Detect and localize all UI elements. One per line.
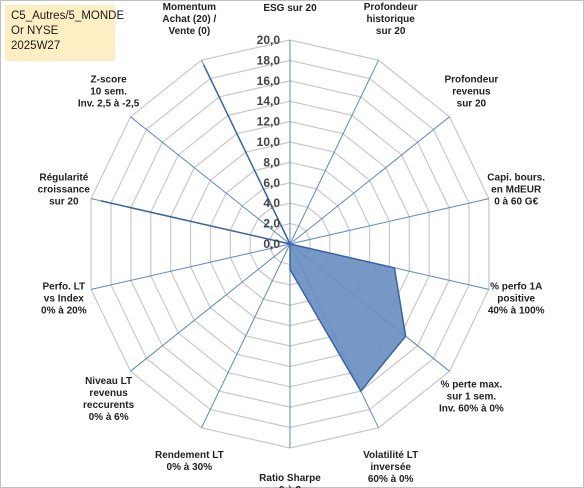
axis-label-2-line-1: revenus [452,86,491,97]
axis-label-11-line-1: croissance [38,185,91,196]
axis-label-3-line-2: 0 à 60 G€ [494,197,538,208]
axis-label-13-line-1: Achat (20) / [162,14,216,25]
spoke-2 [289,116,450,245]
tick-label-10: 20,0 [257,33,281,47]
axis-label-1: Profondeur historique sur 20 [364,2,418,37]
axis-label-0-line-0: Note [279,0,302,2]
axis-label-4-line-2: 40% à 100% [488,305,545,316]
axis-label-1-line-1: historique [366,14,415,25]
radar-series [100,64,407,393]
tick-label-2: 4,0 [263,196,280,210]
axis-label-4: % perfo 1A positive 40% à 100% [488,281,545,316]
axis-label-4-line-1: positive [497,293,535,304]
axis-label-11-line-0: Régularité [39,173,88,184]
axis-label-12: Z-score 10 sem. Inv. 2,5 à -2,5 [78,74,140,109]
axis-label-7-line-1: 0 à 2 [279,485,302,488]
axis-label-12-line-2: Inv. 2,5 à -2,5 [78,98,140,109]
axis-label-9-line-2: reccurents [83,400,135,411]
axis-label-12-line-1: 10 sem. [90,86,127,97]
chart-title-box: C5_Autres/5_MONDE Or NYSE 2025W27 [5,5,125,61]
axis-label-9-line-0: Niveau LT [85,376,132,387]
axis-label-9-line-1: revenus [89,388,128,399]
axis-label-10: Perfo. LT vs Index 0% à 20% [41,281,87,316]
tick-label-6: 12,0 [257,115,281,129]
axis-label-2-line-0: Profondeur [444,74,498,85]
axis-label-6-line-1: inversée [370,462,411,473]
axis-label-0: NoteESG sur 20 [263,0,317,14]
tick-label-7: 14,0 [257,94,281,108]
tick-label-1: 2,0 [263,217,280,231]
axis-label-10-line-2: 0% à 20% [41,305,87,316]
axis-label-0-line-1: ESG sur 20 [263,3,317,14]
axis-label-8: Rendement LT 0% à 30% [155,450,224,473]
axis-label-7-line-0: Ratio Sharpe [259,473,321,484]
axis-label-3: Capi. bours. en MdEUR 0 à 60 G€ [487,173,545,208]
axis-label-10-line-0: Perfo. LT [43,281,86,292]
tick-label-0: 0,0 [263,237,280,251]
axis-label-9: Niveau LT revenus reccurents 0% à 6% [83,376,135,423]
spoke-12 [130,116,291,245]
spoke-9 [130,243,291,372]
axis-label-12-line-0: Z-score [91,74,128,85]
axis-label-13: Momentum Achat (20) / Vente (0) [162,2,216,37]
spoke-1 [289,59,379,245]
axis-label-2-line-2: sur 20 [457,98,487,109]
series-area [100,64,407,393]
axis-label-8-line-0: Rendement LT [155,450,224,461]
axis-label-11: Régularité croissance sur 20 [38,173,91,208]
axis-label-10-line-1: vs Index [44,293,84,304]
axis-label-11-line-2: sur 20 [49,197,79,208]
axis-label-5: % perte max. sur 1 sem. Inv. 60% à 0% [439,380,504,415]
tick-label-8: 16,0 [257,74,281,88]
axis-label-3-line-1: en MdEUR [491,185,542,196]
radar-tick-labels: 0,0 2,0 4,0 6,0 8,0 10,0 12,0 14,0 16,0 18,0 20,0 [257,33,281,251]
axis-label-9-line-3: 0% à 6% [89,412,129,423]
spoke-8 [201,243,291,429]
axis-label-2: Profondeur revenus sur 20 [444,74,498,109]
title-line-3: 2025W27 [11,40,61,52]
axis-label-8-line-1: 0% à 30% [167,462,213,473]
axis-label-6-line-0: Volatilité LT [363,450,418,461]
tick-label-4: 8,0 [263,155,280,169]
tick-label-9: 18,0 [257,53,281,67]
axis-label-6: Volatilité LT inversée 60% à 0% [363,450,418,485]
axis-label-5-line-2: Inv. 60% à 0% [439,404,504,415]
axis-label-4-line-0: % perfo 1A [490,281,542,292]
tick-label-5: 10,0 [257,135,281,149]
axis-label-1-line-2: sur 20 [376,26,406,37]
title-line-2: Or NYSE [11,25,59,37]
axis-label-5-line-0: % perte max. [441,380,503,391]
axis-label-13-line-2: Vente (0) [168,26,210,37]
title-line-1: C5_Autres/5_MONDE [11,10,125,22]
axis-label-3-line-0: Capi. bours. [487,173,545,184]
axis-label-13-line-0: Momentum [163,2,216,13]
spoke-3 [289,198,489,245]
axis-label-7: Ratio Sharpe0 à 2 [259,473,321,488]
axis-label-6-line-2: 60% à 0% [368,474,414,485]
spoke-10 [91,243,291,290]
axis-label-1-line-0: Profondeur [364,2,418,13]
tick-label-3: 6,0 [263,176,280,190]
axis-label-5-line-1: sur 1 sem. [447,392,497,403]
